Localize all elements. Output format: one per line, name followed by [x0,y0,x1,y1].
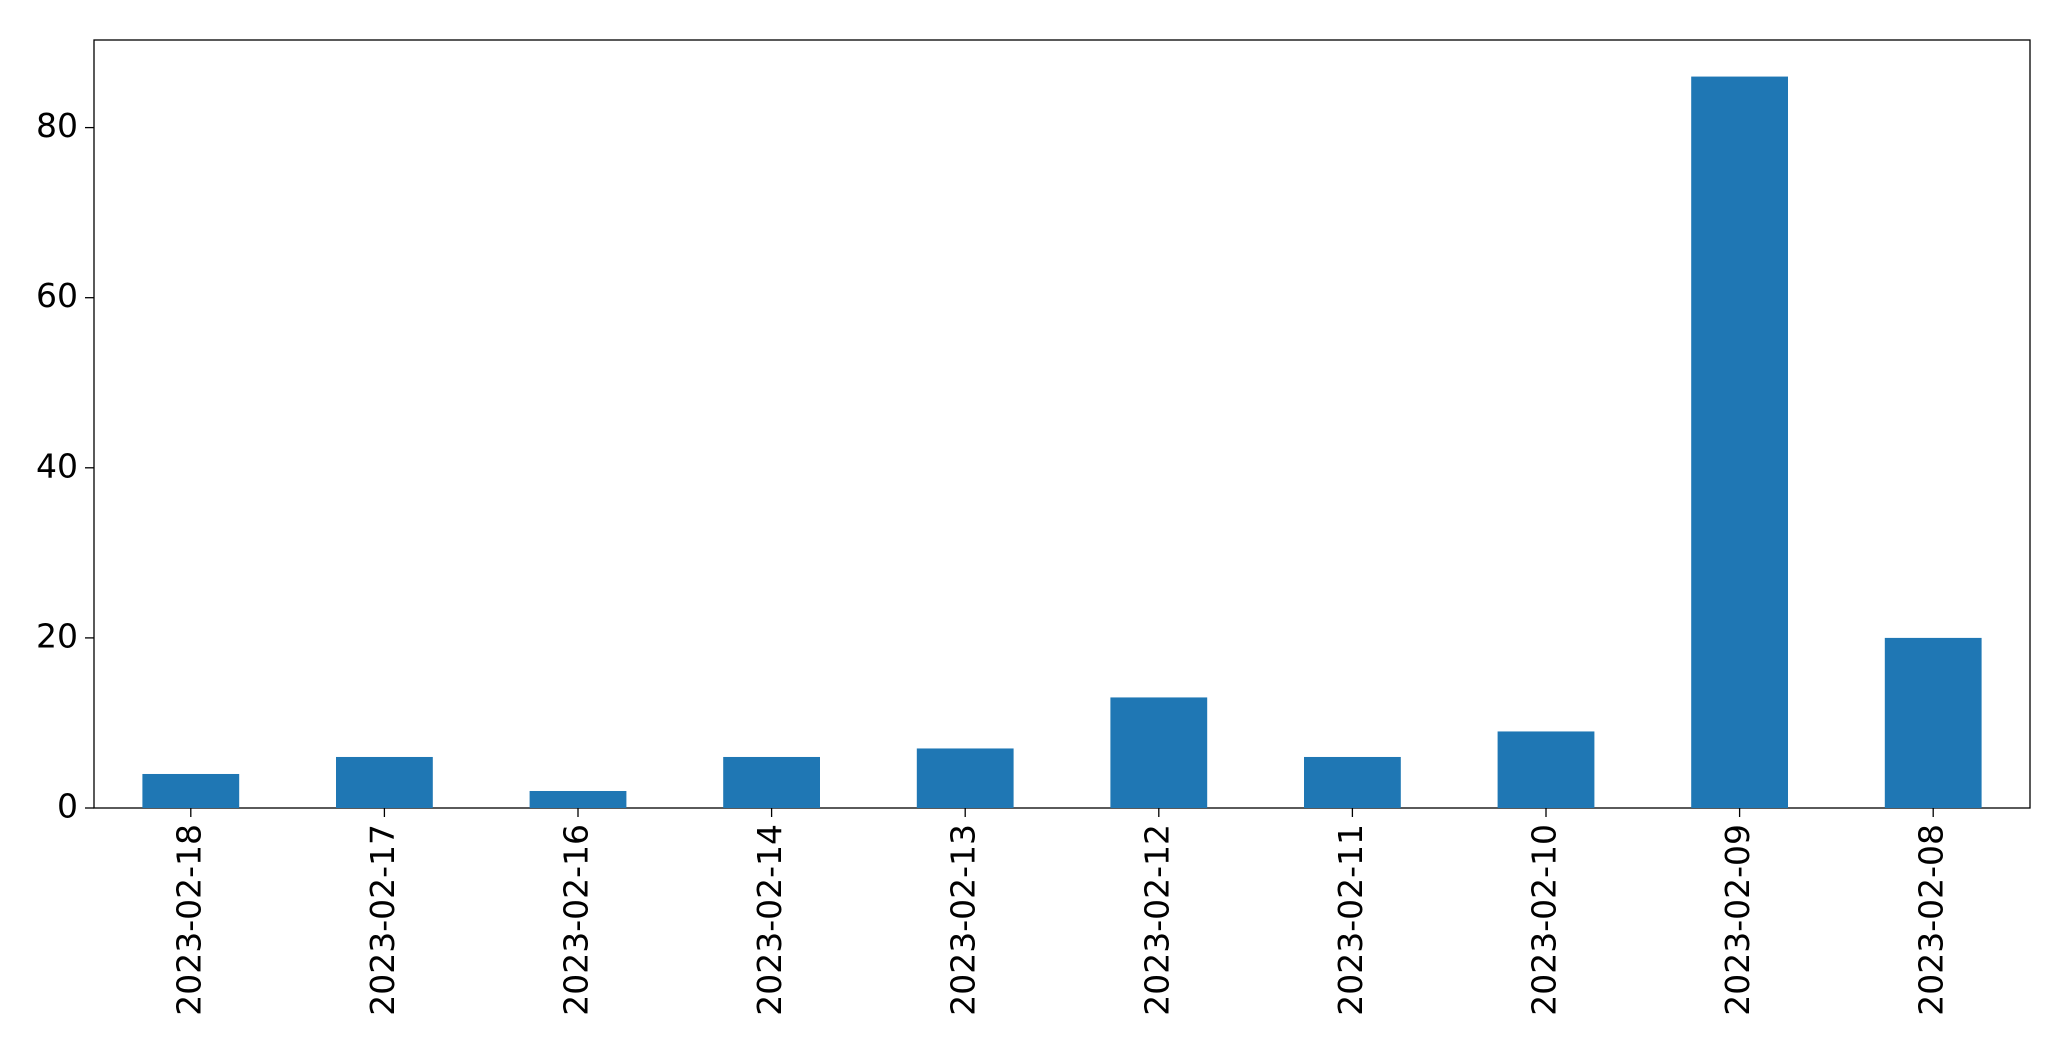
bar [336,756,433,808]
bar [1497,731,1595,808]
bar [1304,756,1401,808]
bar [1884,637,1982,808]
bar [1691,76,1788,809]
x-tick-label: 2023-02-10 [1525,824,1564,1016]
bar [723,756,820,808]
x-tick-label: 2023-02-13 [944,824,983,1016]
bar [529,790,627,808]
bar [916,748,1014,808]
plot-frame [93,39,2031,809]
y-tick-label: 40 [36,446,78,485]
bar [142,773,240,808]
bar [1110,697,1208,808]
x-tick-label: 2023-02-09 [1718,824,1757,1016]
y-tick-label: 80 [36,106,78,145]
x-tick-label: 2023-02-08 [1912,824,1951,1016]
y-tick-label: 0 [57,787,78,826]
x-tick-label: 2023-02-16 [557,824,596,1016]
x-tick-label: 2023-02-14 [750,824,789,1016]
x-tick-label: 2023-02-11 [1331,824,1370,1016]
x-tick-label: 2023-02-18 [169,824,208,1016]
x-tick-label: 2023-02-12 [1137,824,1176,1016]
y-tick-label: 20 [36,616,78,655]
x-tick-label: 2023-02-17 [363,824,402,1016]
y-tick-label: 60 [36,276,78,315]
